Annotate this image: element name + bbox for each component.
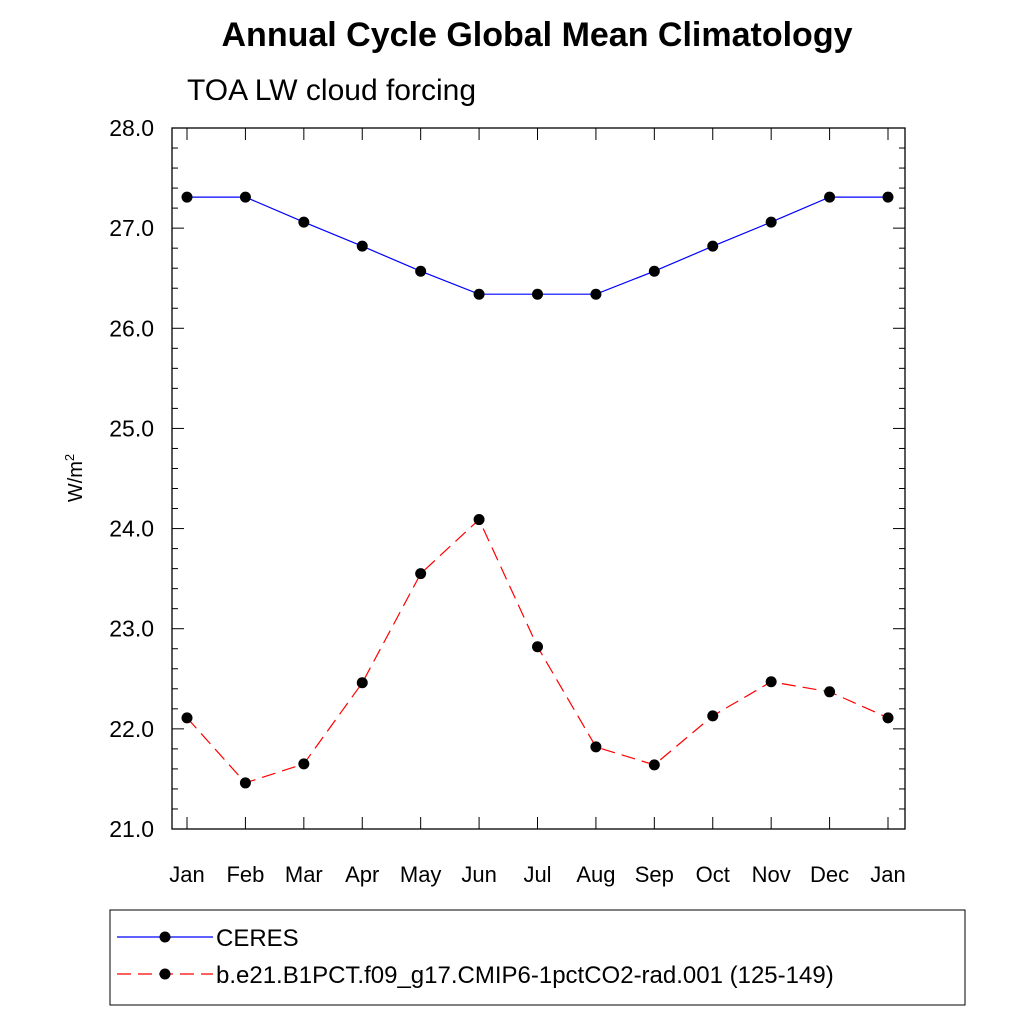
x-tick-label: Mar xyxy=(285,862,323,887)
x-tick-label: Nov xyxy=(752,862,791,887)
y-tick-label: 22.0 xyxy=(109,716,154,742)
x-tick-label: Aug xyxy=(576,862,615,887)
data-point xyxy=(824,686,836,698)
x-tick-label: Jan xyxy=(169,862,204,887)
data-point xyxy=(882,712,894,724)
y-tick-label: 21.0 xyxy=(109,816,154,842)
data-point xyxy=(473,288,485,300)
data-point xyxy=(181,712,193,724)
data-point xyxy=(882,191,894,203)
x-tick-label: May xyxy=(400,862,442,887)
legend-box xyxy=(109,909,966,1006)
data-point xyxy=(648,759,660,771)
chart-subtitle: TOA LW cloud forcing xyxy=(187,74,476,107)
legend-marker-0 xyxy=(159,931,171,943)
x-tick-label: Oct xyxy=(696,862,730,887)
x-tick-label: Jun xyxy=(461,862,496,887)
x-tick-label: Dec xyxy=(810,862,849,887)
series-line-0 xyxy=(187,196,888,295)
data-point xyxy=(707,710,719,722)
y-tick-label: 28.0 xyxy=(109,115,154,141)
legend-items: CERES b.e21.B1PCT.f09_g17.CMIP6-1pctCO2-r… xyxy=(117,925,834,989)
legend-label-1: b.e21.B1PCT.f09_g17.CMIP6-1pctCO2-rad.00… xyxy=(216,962,834,989)
y-axis-label-main: W/m xyxy=(65,461,87,502)
x-tick-label: Sep xyxy=(635,862,674,887)
data-point xyxy=(356,240,368,252)
data-point xyxy=(239,777,251,789)
data-point xyxy=(590,288,602,300)
data-point xyxy=(590,741,602,753)
x-tick-label: Jul xyxy=(523,862,551,887)
data-point xyxy=(824,191,836,203)
data-point xyxy=(473,514,485,526)
y-tick-label: 23.0 xyxy=(109,616,154,642)
y-axis-label-superscript: 2 xyxy=(62,454,77,461)
y-tick-label: 26.0 xyxy=(109,315,154,341)
data-point xyxy=(648,265,660,277)
data-point xyxy=(181,191,193,203)
data-point xyxy=(532,288,543,300)
data-point xyxy=(765,216,777,228)
tick-labels: 21.0 22.0 23.0 24.0 25.0 26.0 27.0 28.0 Jan Feb Ma… xyxy=(109,115,906,887)
series-layer xyxy=(181,191,894,789)
x-tick-label: Jan xyxy=(870,862,905,887)
data-point xyxy=(415,568,427,580)
x-tick-label: Apr xyxy=(345,862,379,887)
legend: CERES b.e21.B1PCT.f09_g17.CMIP6-1pctCO2-r… xyxy=(109,909,966,1006)
data-point xyxy=(765,676,777,688)
y-tick-label: 24.0 xyxy=(109,516,154,542)
data-point xyxy=(532,641,543,653)
y-tick-label: 25.0 xyxy=(109,415,154,441)
data-point xyxy=(415,265,427,277)
y-tick-label: 27.0 xyxy=(109,215,154,241)
data-point xyxy=(298,758,310,770)
data-point xyxy=(356,677,368,689)
data-point xyxy=(707,240,719,252)
y-axis-label: W/m2 xyxy=(62,454,87,502)
legend-label-0: CERES xyxy=(216,925,299,952)
x-tick-label: Feb xyxy=(226,862,264,887)
chart-title: Annual Cycle Global Mean Climatology xyxy=(222,16,853,54)
data-point xyxy=(298,216,310,228)
data-point xyxy=(239,191,251,203)
plot-frame xyxy=(171,127,906,830)
legend-marker-1 xyxy=(159,968,171,980)
axis-ticks xyxy=(172,127,905,830)
